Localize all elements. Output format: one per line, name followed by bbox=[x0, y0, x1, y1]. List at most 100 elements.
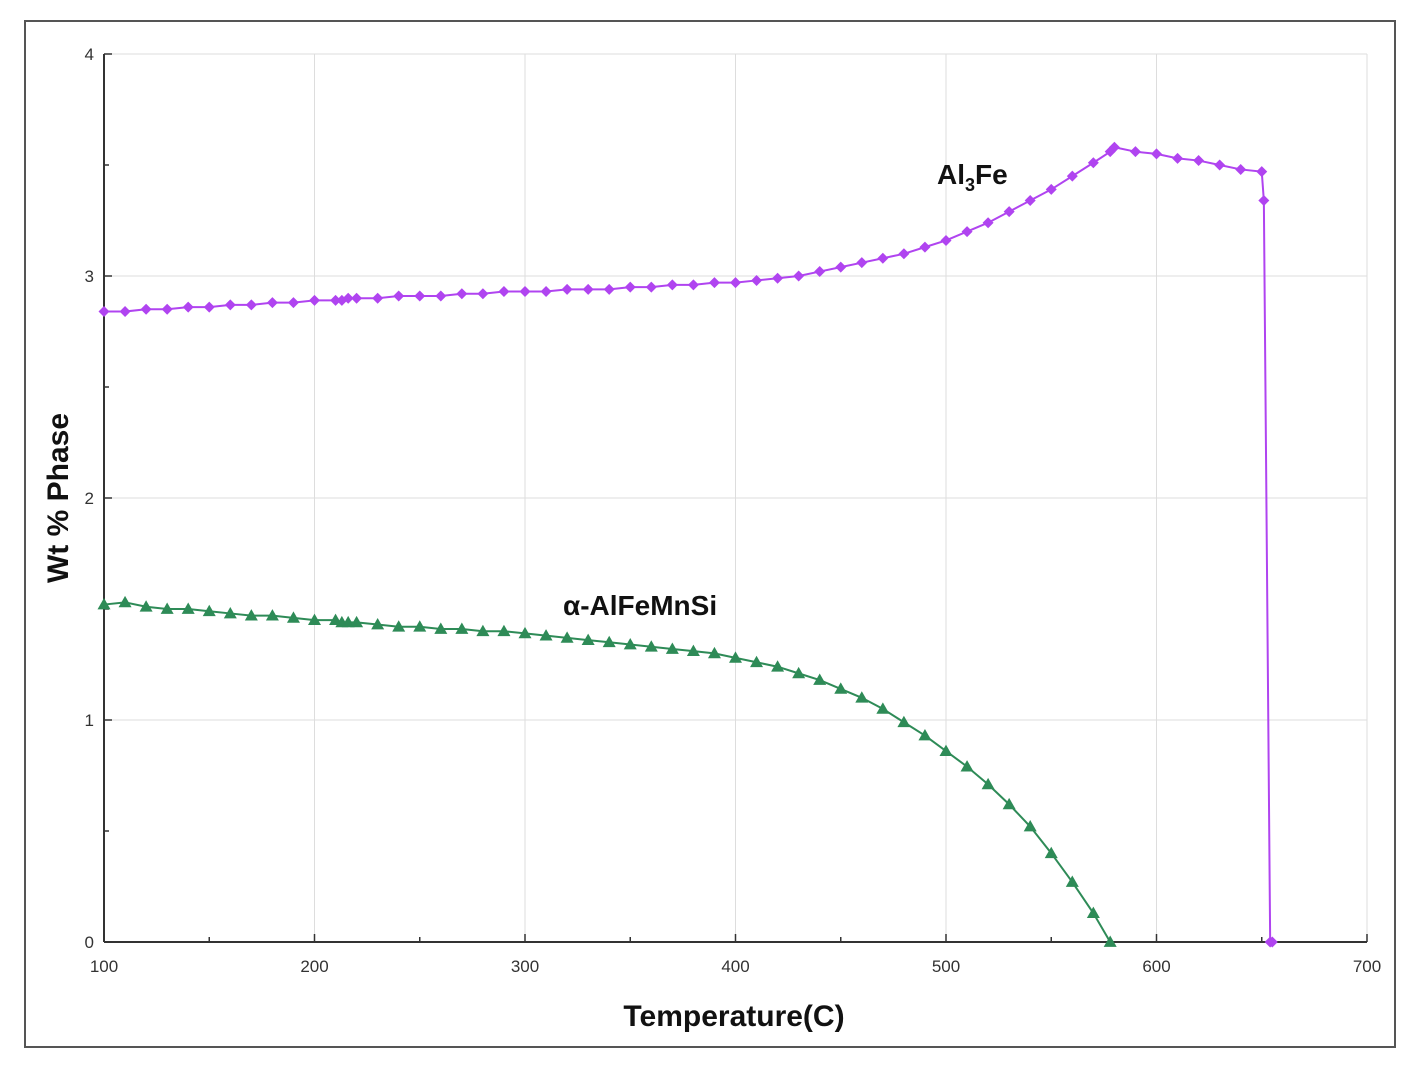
data-point bbox=[1065, 875, 1079, 887]
data-point bbox=[497, 624, 511, 637]
data-point bbox=[1129, 146, 1141, 158]
data-point bbox=[1086, 906, 1100, 919]
y-axis-title: Wt % Phase bbox=[42, 413, 75, 583]
data-point bbox=[982, 217, 994, 229]
data-point bbox=[1193, 155, 1205, 167]
y-tick-label: 2 bbox=[85, 489, 94, 508]
x-tick-label: 300 bbox=[511, 957, 539, 976]
data-point bbox=[813, 673, 827, 685]
data-point bbox=[287, 297, 299, 309]
data-point bbox=[729, 651, 742, 663]
data-point bbox=[350, 615, 364, 628]
data-point bbox=[477, 288, 489, 300]
data-point bbox=[519, 286, 531, 298]
x-tick-label: 100 bbox=[90, 957, 118, 976]
data-point bbox=[793, 270, 805, 282]
data-point bbox=[581, 633, 595, 645]
data-point bbox=[456, 288, 468, 300]
label-layer: Al3Fe α-AlFeMnSi bbox=[563, 159, 1008, 621]
data-point bbox=[1108, 141, 1120, 153]
data-point bbox=[1214, 159, 1226, 171]
data-point bbox=[897, 715, 911, 728]
chart-frame bbox=[24, 20, 1396, 1048]
data-point bbox=[413, 620, 427, 632]
data-point bbox=[202, 604, 216, 617]
data-point bbox=[792, 666, 806, 679]
data-point bbox=[644, 640, 658, 652]
data-point bbox=[939, 744, 953, 756]
data-point bbox=[960, 760, 974, 772]
data-point bbox=[961, 226, 973, 238]
data-point bbox=[1003, 206, 1015, 218]
series-label-al3fe: Al3Fe bbox=[937, 159, 1008, 195]
data-point bbox=[540, 286, 552, 298]
data-point bbox=[518, 626, 532, 639]
data-point bbox=[286, 611, 300, 623]
data-point bbox=[814, 266, 826, 278]
data-point bbox=[1266, 936, 1278, 948]
data-point bbox=[341, 615, 355, 628]
data-point bbox=[539, 629, 553, 641]
series-label-alpha-alfemnsi: α-AlFeMnSi bbox=[563, 590, 717, 621]
data-point bbox=[1256, 166, 1268, 178]
data-point bbox=[1151, 148, 1162, 160]
series-alpha-alfemnsi bbox=[97, 595, 1117, 947]
data-point bbox=[666, 279, 678, 291]
data-point bbox=[771, 660, 785, 672]
data-point bbox=[1235, 163, 1247, 175]
x-axis-title: Temperature(C) bbox=[623, 1000, 844, 1033]
data-point bbox=[498, 286, 510, 298]
data-point bbox=[224, 299, 236, 311]
data-point bbox=[342, 292, 354, 304]
data-point bbox=[1258, 195, 1270, 207]
series-layer bbox=[97, 141, 1278, 948]
data-point bbox=[245, 299, 257, 311]
data-point bbox=[308, 613, 321, 625]
data-point bbox=[160, 602, 174, 614]
data-point bbox=[1045, 183, 1057, 195]
data-point bbox=[898, 248, 910, 260]
data-point bbox=[265, 609, 279, 621]
data-point bbox=[434, 622, 448, 634]
data-point bbox=[834, 682, 848, 694]
data-point bbox=[624, 281, 636, 293]
data-point bbox=[981, 777, 995, 790]
data-point bbox=[918, 729, 932, 741]
data-point bbox=[371, 618, 385, 630]
data-point bbox=[561, 283, 573, 295]
data-point bbox=[1024, 195, 1036, 207]
data-point bbox=[97, 598, 111, 610]
data-point bbox=[730, 277, 741, 289]
y-tick-label: 4 bbox=[85, 45, 94, 64]
data-point bbox=[1002, 797, 1016, 810]
data-point bbox=[140, 303, 152, 315]
data-point bbox=[161, 303, 173, 315]
data-point bbox=[392, 620, 406, 632]
x-tick-label: 400 bbox=[721, 957, 749, 976]
x-tick-label: 700 bbox=[1353, 957, 1381, 976]
data-point bbox=[1103, 935, 1117, 947]
data-point bbox=[750, 655, 764, 668]
data-point bbox=[181, 602, 195, 614]
data-point bbox=[1023, 820, 1037, 832]
data-point bbox=[118, 595, 132, 608]
data-point bbox=[686, 644, 700, 657]
data-point bbox=[708, 277, 720, 289]
series-line bbox=[104, 146, 1273, 943]
data-point bbox=[476, 624, 490, 637]
data-point bbox=[940, 234, 952, 246]
data-point bbox=[266, 297, 278, 309]
data-point bbox=[645, 281, 657, 293]
data-point bbox=[919, 241, 931, 253]
data-point bbox=[856, 257, 868, 269]
data-point bbox=[203, 301, 215, 313]
grid-lines bbox=[104, 53, 1368, 942]
data-point bbox=[560, 631, 574, 643]
data-point bbox=[98, 306, 110, 318]
data-point bbox=[139, 600, 153, 612]
data-point bbox=[455, 622, 469, 634]
series-line bbox=[103, 601, 1112, 943]
data-point bbox=[435, 290, 447, 302]
data-point bbox=[603, 283, 615, 295]
